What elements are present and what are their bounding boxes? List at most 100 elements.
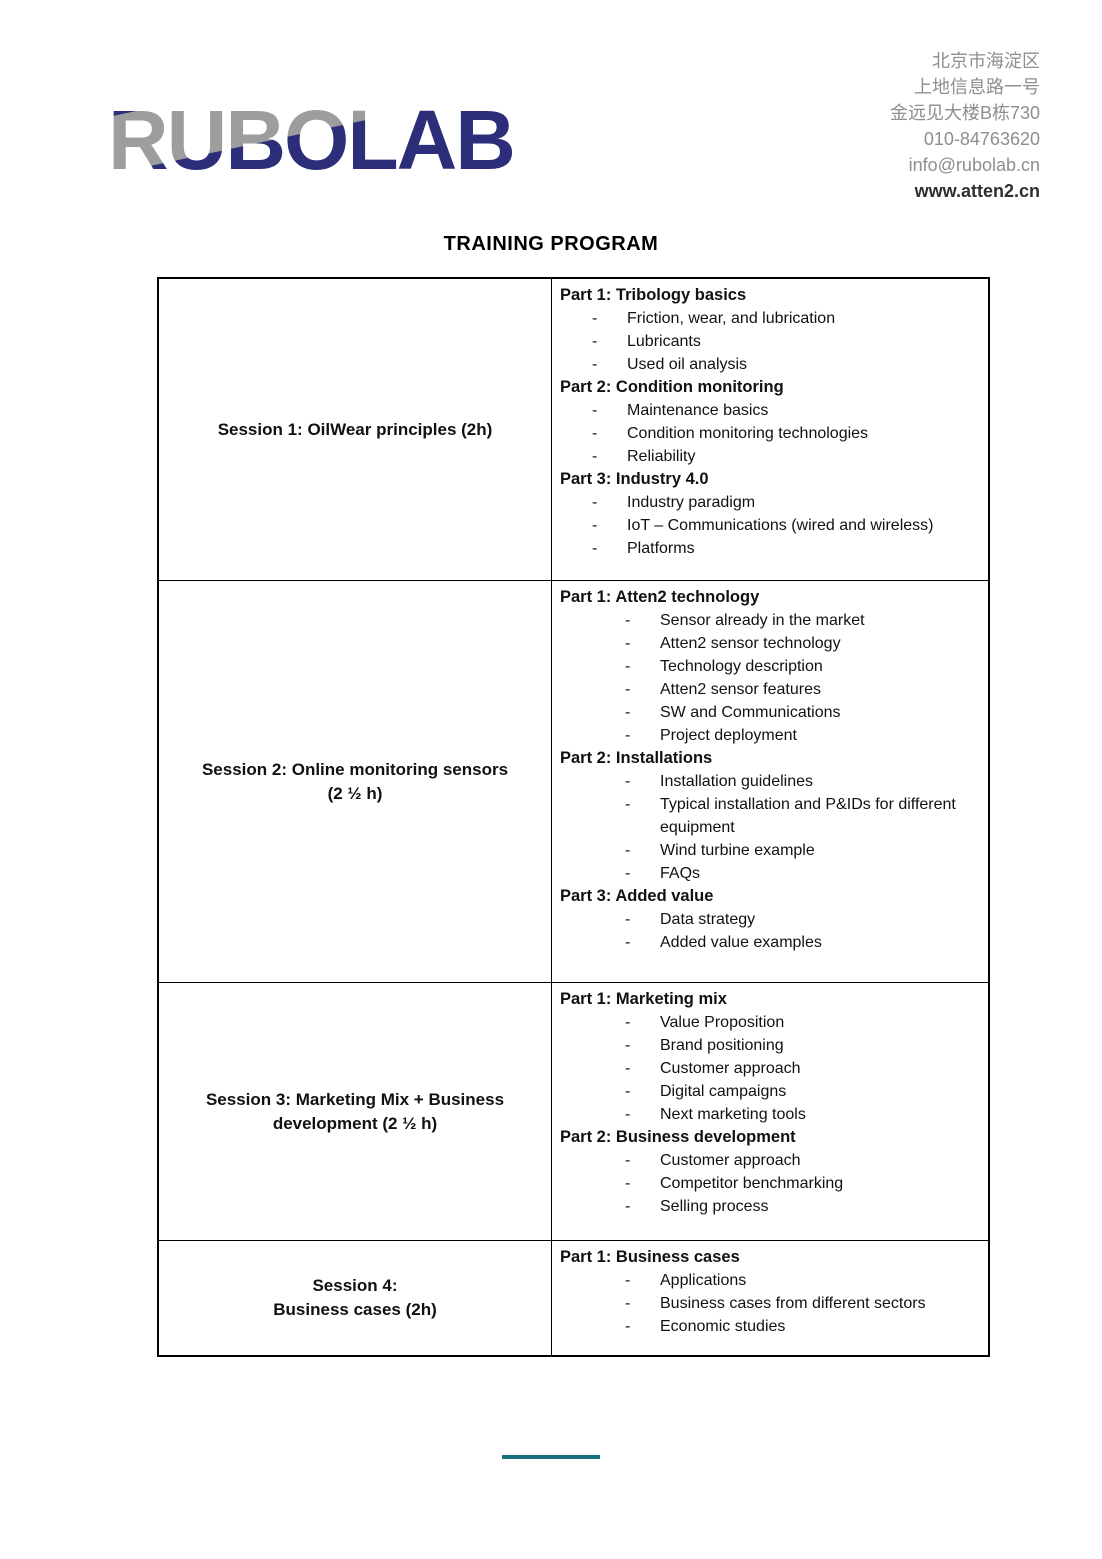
bullet-item: - Platforms — [560, 537, 978, 560]
session-title-line: Session 4: — [312, 1276, 398, 1295]
session-title-line: Session 1: OilWear principles (2h) — [217, 419, 493, 439]
bullet-dash-icon: - — [592, 402, 598, 419]
rubolab-logo: RUBOLAB — [108, 93, 516, 187]
bullet-item: - Business cases from different sectors — [560, 1292, 978, 1315]
bullet-item: - Installation guidelines — [560, 770, 978, 793]
bullet-item: - Lubricants — [560, 330, 978, 353]
bullet-item: - Industry paradigm — [560, 491, 978, 514]
bullet-dash-icon: - — [625, 1083, 631, 1100]
bullet-text: Atten2 sensor technology — [660, 635, 841, 652]
contact-line: 上地信息路一号 — [914, 77, 1040, 97]
bullet-item: - Used oil analysis — [560, 353, 978, 376]
bullet-text: Reliability — [627, 448, 696, 465]
bullet-item: - Condition monitoring technologies — [560, 422, 978, 445]
contact-website: www.atten2.cn — [914, 181, 1040, 201]
contact-block: 北京市海淀区 上地信息路一号 金远见大楼B栋730 010-84763620 i… — [890, 48, 1040, 204]
bullet-item: - Sensor already in the market — [560, 609, 978, 632]
bullet-item: - Atten2 sensor features — [560, 678, 978, 701]
bullet-text: IoT – Communications (wired and wireless… — [627, 517, 934, 534]
bullet-text: Value Proposition — [660, 1014, 785, 1031]
bullet-dash-icon: - — [625, 1014, 631, 1031]
bullet-item: - FAQs — [560, 862, 978, 885]
bullet-item: - IoT – Communications (wired and wireles… — [560, 514, 978, 537]
training-table: Session 1: OilWear principles (2h) Part 1… — [157, 277, 990, 1357]
bullet-item: - Applications — [560, 1269, 978, 1292]
bullet-item: - Brand positioning — [560, 1034, 978, 1057]
bullet-dash-icon: - — [592, 425, 598, 442]
bullet-item: - Technology description — [560, 655, 978, 678]
bullet-item: - Economic studies — [560, 1315, 978, 1338]
session-cell: Session 4: Business cases (2h) — [159, 1241, 552, 1355]
session-title-line: Session 2: Online monitoring sensors — [201, 759, 509, 779]
content-cell: Part 1: Marketing mix - Value Proposition -… — [552, 983, 988, 1240]
bullet-item: - Data strategy — [560, 908, 978, 931]
bullet-text: Typical installation and P&IDs for diffe… — [660, 796, 956, 836]
part-heading: Part 1: Business cases — [560, 1248, 740, 1266]
bullet-dash-icon: - — [625, 842, 631, 859]
bullet-item: - Customer approach — [560, 1057, 978, 1080]
bullet-text: Selling process — [660, 1198, 769, 1215]
bullet-item: - Atten2 sensor technology — [560, 632, 978, 655]
bullet-item: - Digital campaigns — [560, 1080, 978, 1103]
part-heading: Part 2: Business development — [560, 1128, 796, 1146]
bullet-item: - Competitor benchmarking — [560, 1172, 978, 1195]
bullet-dash-icon: - — [625, 911, 631, 928]
bullet-dash-icon: - — [625, 1318, 631, 1335]
bullet-item: - SW and Communications — [560, 701, 978, 724]
content-cell: Part 1: Atten2 technology - Sensor already… — [552, 581, 988, 982]
content-cell: Part 1: Tribology basics - Friction, wear,… — [552, 279, 988, 580]
part-heading: Part 1: Tribology basics — [560, 286, 747, 304]
bullet-text: Economic studies — [660, 1318, 786, 1335]
bullet-item: - Wind turbine example — [560, 839, 978, 862]
bullet-item: - Selling process — [560, 1195, 978, 1218]
bullet-dash-icon: - — [625, 1198, 631, 1215]
session-cell: Session 1: OilWear principles (2h) — [159, 279, 552, 580]
session-cell: Session 3: Marketing Mix + Business devel… — [159, 983, 552, 1240]
footer-accent-line — [502, 1455, 600, 1459]
bullet-text: Added value examples — [660, 934, 822, 951]
bullet-dash-icon: - — [625, 635, 631, 652]
part-heading: Part 3: Added value — [560, 887, 714, 905]
bullet-dash-icon: - — [625, 1295, 631, 1312]
bullet-dash-icon: - — [625, 681, 631, 698]
bullet-dash-icon: - — [592, 310, 598, 327]
bullet-item: - Project deployment — [560, 724, 978, 747]
part-heading: Part 1: Atten2 technology — [560, 588, 760, 606]
contact-email: info@rubolab.cn — [908, 155, 1040, 175]
bullet-dash-icon: - — [592, 333, 598, 350]
bullet-text: Condition monitoring technologies — [627, 425, 869, 442]
bullet-item: - Next marketing tools — [560, 1103, 978, 1126]
bullet-text: Industry paradigm — [627, 494, 756, 511]
bullet-text: Customer approach — [660, 1060, 801, 1077]
bullet-item: - Customer approach — [560, 1149, 978, 1172]
bullet-text: FAQs — [660, 865, 701, 882]
table-row: Session 4: Business cases (2h) Part 1: Bus… — [159, 1241, 988, 1355]
bullet-dash-icon: - — [625, 865, 631, 882]
part-heading: Part 2: Installations — [560, 749, 713, 767]
session-title-line: Session 3: Marketing Mix + Business — [205, 1089, 505, 1109]
bullet-dash-icon: - — [625, 796, 631, 813]
bullet-text: Platforms — [627, 540, 695, 557]
bullet-dash-icon: - — [625, 658, 631, 675]
bullet-dash-icon: - — [625, 1152, 631, 1169]
bullet-dash-icon: - — [592, 356, 598, 373]
bullet-item: - Friction, wear, and lubrication — [560, 307, 978, 330]
bullet-text: Project deployment — [660, 727, 797, 744]
part-heading: Part 1: Marketing mix — [560, 990, 727, 1008]
bullet-dash-icon: - — [592, 448, 598, 465]
part-heading: Part 3: Industry 4.0 — [560, 470, 709, 488]
bullet-text: Maintenance basics — [627, 402, 769, 419]
bullet-text: Friction, wear, and lubrication — [627, 310, 836, 327]
contact-line: 金远见大楼B栋730 — [889, 103, 1040, 123]
bullet-text: Wind turbine example — [660, 842, 815, 859]
bullet-item: - Typical installation and P&IDs for diff… — [560, 793, 978, 839]
bullet-text: Data strategy — [660, 911, 756, 928]
table-row: Session 2: Online monitoring sensors (2 ½… — [159, 581, 988, 983]
bullet-text: Atten2 sensor features — [660, 681, 821, 698]
bullet-text: Lubricants — [627, 333, 701, 350]
bullet-dash-icon: - — [625, 1272, 631, 1289]
table-row: Session 3: Marketing Mix + Business devel… — [159, 983, 988, 1241]
bullet-text: SW and Communications — [660, 704, 841, 721]
bullet-dash-icon: - — [625, 1106, 631, 1123]
